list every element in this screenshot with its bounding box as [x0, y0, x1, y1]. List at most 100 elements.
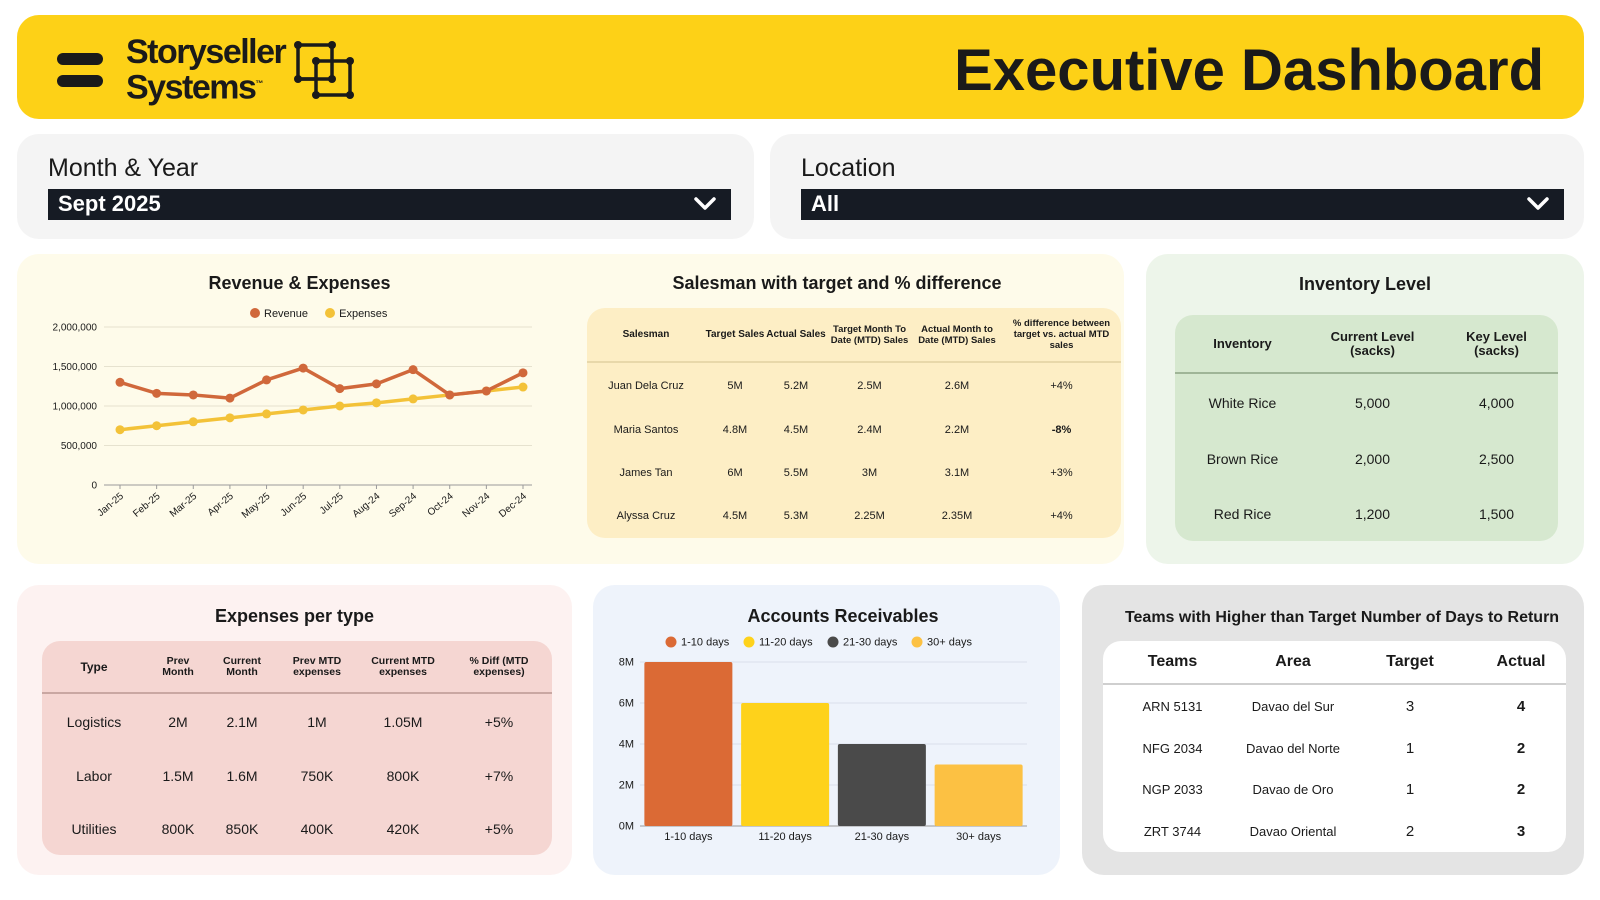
current-level: 5,000: [1354, 394, 1391, 411]
team-target: 3: [1405, 697, 1415, 715]
location-dropdown[interactable]: All: [801, 189, 1564, 220]
current-mtd: 420K: [386, 820, 420, 837]
team-actual: 2: [1516, 781, 1526, 799]
revenue-point: [335, 384, 345, 394]
salesman-name: Juan Dela Cruz: [608, 379, 684, 392]
x-tick-label: 30+ days: [956, 831, 1001, 843]
revenue-point: [445, 390, 455, 400]
network-logo-icon: [294, 41, 354, 99]
logo-line1: Storyseller: [126, 33, 287, 71]
prev-mtd: 400K: [300, 820, 334, 837]
col-current-level: Current Level (sacks): [1330, 328, 1415, 358]
salesman-name: James Tan: [619, 467, 673, 480]
revenue-salesman-card: Revenue & Expenses Revenue Expenses 0 500…: [17, 254, 1124, 564]
expenses-card: Expenses per type Type Prev Month Curren…: [17, 585, 572, 875]
current-month: 1.6M: [226, 767, 258, 784]
actual-sales: 5.5M: [783, 467, 809, 480]
key-level: 2,500: [1478, 450, 1515, 467]
x-tick-label: Jun-25: [279, 491, 310, 519]
revenue-point: [115, 377, 125, 387]
month-year-label: Month & Year: [48, 154, 199, 182]
pct-diff: +7%: [484, 767, 514, 784]
table-row: ARN 5131 Davao del Sur 3 4: [1103, 684, 1566, 728]
col-target-mtd: Target Month To Date (MTD) Sales: [830, 323, 909, 346]
pct-diff: +4%: [1050, 510, 1073, 523]
x-tick-label: Feb-25: [131, 491, 163, 520]
inventory-item: White Rice: [1208, 394, 1277, 411]
revenue-swatch: [250, 308, 260, 318]
chevron-down-icon: [1527, 197, 1549, 210]
month-year-dropdown[interactable]: Sept 2025: [48, 189, 731, 220]
current-level: 1,200: [1354, 505, 1391, 522]
ar-title: Accounts Receivables: [747, 606, 939, 626]
team-area: Davao de Oro: [1252, 782, 1334, 798]
col-prev-mtd: Prev MTD expenses: [292, 654, 342, 678]
page-title: Executive Dashboard: [954, 38, 1544, 103]
revenue-point: [518, 368, 528, 378]
revenue-line: [119, 366, 524, 400]
col-area: Area: [1275, 653, 1311, 670]
col-teams: Teams: [1147, 653, 1198, 670]
revenue-point: [298, 363, 308, 373]
inventory-item: Brown Rice: [1206, 450, 1279, 467]
table-row: NFG 2034 Davao del Norte 1 2: [1103, 728, 1566, 769]
y-tick-label: 0M: [619, 821, 634, 833]
team-target: 2: [1405, 822, 1415, 840]
legend-label: 30+ days: [927, 637, 972, 649]
x-tick-label: Aug-24: [351, 491, 383, 520]
y-tick-label: 4M: [619, 739, 634, 751]
x-tick-label: Oct-24: [426, 491, 456, 519]
col-actual: Actual: [1496, 653, 1546, 670]
expenses-header-row: Type Prev Month Current Month Prev MTD e…: [42, 641, 552, 693]
pct-diff: +3%: [1050, 467, 1073, 480]
current-month: 2.1M: [226, 713, 258, 730]
y-tick-label: 6M: [619, 698, 634, 710]
pct-diff: +5%: [484, 713, 514, 730]
salesman-name: Alyssa Cruz: [616, 510, 676, 523]
actual-mtd: 2.35M: [941, 510, 973, 523]
x-tick-label: 11-20 days: [758, 831, 812, 843]
inventory-title: Inventory Level: [1298, 274, 1432, 294]
revenue-point: [152, 388, 162, 398]
team-area: Davao del Norte: [1246, 741, 1340, 756]
x-tick-label: Mar-25: [168, 491, 200, 520]
prev-mtd: 1M: [307, 713, 327, 730]
menu-icon[interactable]: [57, 53, 103, 87]
revenue-point: [262, 375, 272, 385]
inventory-table: Inventory Current Level (sacks) Key Leve…: [1175, 315, 1558, 541]
team-code: ARN 5131: [1142, 698, 1203, 714]
salesman-table-title: Salesman with target and % difference: [672, 273, 1002, 293]
table-row: Brown Rice 2,000 2,500: [1175, 431, 1558, 486]
team-code: NFG 2034: [1142, 741, 1203, 756]
col-target: Target: [1386, 653, 1434, 670]
y-tick-label: 1,500,000: [53, 362, 98, 373]
salesman-table: Salesman Target Sales Actual Sales Targe…: [587, 308, 1121, 538]
prev-month: 800K: [161, 820, 195, 837]
table-row: NGP 2033 Davao de Oro 1 2: [1103, 769, 1566, 810]
x-tick-label: Jul-25: [318, 491, 346, 517]
target-mtd: 2.25M: [854, 510, 885, 523]
revenue-expenses-line-chart: 0 500,000 1,000,000 1,500,000 2,000,000 Jan-2…: [53, 323, 532, 521]
x-tick-label: 1-10 days: [664, 831, 713, 843]
expense-type: Labor: [76, 767, 112, 784]
pct-diff: -8%: [1051, 424, 1072, 437]
target-mtd: 3M: [861, 467, 878, 480]
bar: [644, 662, 733, 826]
x-tick-label: Nov-24: [461, 491, 493, 520]
table-row: Alyssa Cruz 4.5M 5.3M 2.25M 2.35M +4%: [587, 495, 1121, 538]
expenses-point: [408, 394, 418, 404]
legend-swatch: [743, 636, 755, 648]
expenses-title: Expenses per type: [214, 606, 375, 626]
revenue-point: [188, 390, 198, 400]
actual-mtd: 3.1M: [944, 467, 970, 480]
col-actual-mtd: Actual Month to Date (MTD) Sales: [918, 323, 996, 346]
expenses-point: [262, 409, 272, 419]
teams-title: Teams with Higher than Target Number of …: [1124, 609, 1560, 626]
x-tick-label: Apr-25: [206, 491, 236, 519]
team-target: 1: [1405, 781, 1415, 799]
expense-type: Utilities: [71, 820, 117, 837]
legend-revenue: Revenue: [250, 308, 308, 320]
current-mtd: 1.05M: [383, 713, 423, 730]
expenses-point: [298, 405, 308, 415]
col-salesman: Salesman: [622, 329, 670, 340]
